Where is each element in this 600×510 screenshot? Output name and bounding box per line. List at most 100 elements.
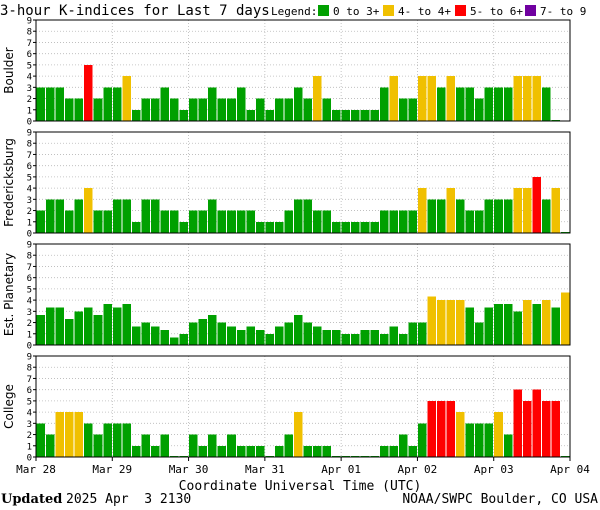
kindex-bar bbox=[465, 87, 475, 121]
kindex-bar bbox=[494, 303, 503, 345]
kindex-bar bbox=[265, 333, 274, 345]
kindex-bar bbox=[274, 326, 284, 345]
kindex-bar bbox=[131, 445, 141, 457]
kindex-bar bbox=[36, 423, 46, 457]
kindex-bar bbox=[484, 87, 494, 121]
x-tick-label: Apr 02 bbox=[398, 463, 438, 476]
kindex-bar bbox=[217, 445, 227, 457]
updated-label: Updated bbox=[1, 492, 62, 507]
kindex-bar bbox=[160, 330, 169, 345]
kindex-bar bbox=[189, 210, 198, 233]
kindex-bar bbox=[332, 455, 341, 457]
kindex-bar bbox=[398, 98, 408, 121]
kindex-bar bbox=[408, 98, 417, 121]
kindex-bar bbox=[246, 445, 255, 457]
kindex-bar bbox=[351, 333, 360, 345]
kindex-bar bbox=[198, 318, 208, 345]
credit-text: NOAA/SWPC Boulder, CO USA bbox=[402, 492, 598, 507]
kindex-bar bbox=[255, 221, 265, 233]
kindex-bar bbox=[208, 315, 217, 345]
kindex-bar bbox=[246, 210, 255, 233]
x-axis-ticks: Mar 28 Mar 29 Mar 30 Mar 31 Apr 01 Apr 02 Apr … bbox=[16, 457, 590, 476]
y-tick-label: 5 bbox=[27, 285, 32, 295]
kindex-bar bbox=[179, 221, 189, 233]
panel-frame bbox=[35, 19, 571, 122]
kindex-bar bbox=[370, 221, 379, 233]
kindex-bar bbox=[284, 322, 293, 345]
kindex-bar bbox=[351, 109, 360, 121]
kindex-bar bbox=[303, 199, 313, 233]
kindex-bar bbox=[293, 199, 303, 233]
y-tick-label: 3 bbox=[27, 196, 32, 206]
kindex-bar bbox=[122, 423, 131, 457]
kindex-bar bbox=[398, 333, 408, 345]
kindex-bar bbox=[208, 199, 217, 233]
y-tick-label: 4 bbox=[27, 185, 32, 195]
kindex-bar bbox=[36, 210, 46, 233]
kindex-bar bbox=[198, 98, 208, 121]
kindex-bar bbox=[417, 188, 427, 233]
kindex-bar bbox=[160, 434, 169, 457]
x-tick-label: Mar 30 bbox=[169, 463, 209, 476]
kindex-bar bbox=[389, 76, 398, 121]
kindex-bar bbox=[465, 307, 475, 345]
kindex-bar bbox=[112, 307, 122, 345]
y-tick-label: 5 bbox=[27, 397, 32, 407]
y-tick-label: 1 bbox=[27, 218, 32, 228]
kindex-bar bbox=[313, 445, 322, 457]
kindex-bar bbox=[141, 98, 150, 121]
kindex-bar bbox=[503, 434, 513, 457]
kindex-bar bbox=[484, 199, 494, 233]
kindex-bar bbox=[351, 221, 360, 233]
kindex-bar bbox=[379, 445, 389, 457]
kindex-bar bbox=[46, 307, 55, 345]
legend-swatch bbox=[318, 5, 329, 16]
kindex-bar bbox=[131, 221, 141, 233]
kindex-bar bbox=[208, 87, 217, 121]
kindex-bar bbox=[313, 210, 322, 233]
kindex-bar bbox=[170, 337, 179, 345]
kindex-bar bbox=[475, 98, 484, 121]
kindex-bar bbox=[189, 98, 198, 121]
kindex-bar bbox=[236, 445, 246, 457]
kindex-bar bbox=[379, 333, 389, 345]
kindex-bar bbox=[236, 87, 246, 121]
kindex-bar bbox=[513, 188, 522, 233]
y-tick-label: 9 bbox=[27, 353, 32, 363]
kindex-bar bbox=[532, 303, 541, 345]
kindex-bar bbox=[513, 76, 522, 121]
kindex-bar bbox=[189, 322, 198, 345]
y-tick-label: 2 bbox=[27, 319, 32, 329]
kindex-bar bbox=[236, 210, 246, 233]
kindex-bar bbox=[417, 322, 427, 345]
kindex-bar bbox=[427, 400, 436, 457]
kindex-bar bbox=[255, 445, 265, 457]
kindex-bar bbox=[284, 98, 293, 121]
kindex-bar bbox=[122, 199, 131, 233]
panel-name: Est. Planetary bbox=[2, 253, 16, 336]
kindex-bar bbox=[427, 76, 436, 121]
kindex-bar bbox=[494, 412, 503, 457]
kindex-bar bbox=[322, 210, 332, 233]
kindex-bar bbox=[93, 434, 103, 457]
kindex-bar bbox=[112, 199, 122, 233]
y-tick-label: 0 bbox=[27, 454, 32, 464]
kindex-bar bbox=[74, 311, 84, 345]
kindex-bar bbox=[227, 210, 236, 233]
y-tick-label: 6 bbox=[27, 386, 32, 396]
kindex-bar bbox=[112, 423, 122, 457]
kindex-bar bbox=[494, 87, 503, 121]
y-tick-label: 0 bbox=[27, 118, 32, 128]
kindex-bar bbox=[227, 98, 236, 121]
kindex-bar bbox=[541, 87, 551, 121]
legend-item-label: 7- to 9 bbox=[540, 5, 586, 18]
panel-name: College bbox=[2, 384, 16, 429]
kindex-bar bbox=[103, 303, 112, 345]
kindex-bar bbox=[208, 434, 217, 457]
kindex-bar bbox=[503, 87, 513, 121]
kindex-bar bbox=[170, 98, 179, 121]
kindex-bar bbox=[522, 300, 532, 345]
kindex-bar bbox=[532, 176, 541, 233]
y-tick-label: 6 bbox=[27, 50, 32, 60]
